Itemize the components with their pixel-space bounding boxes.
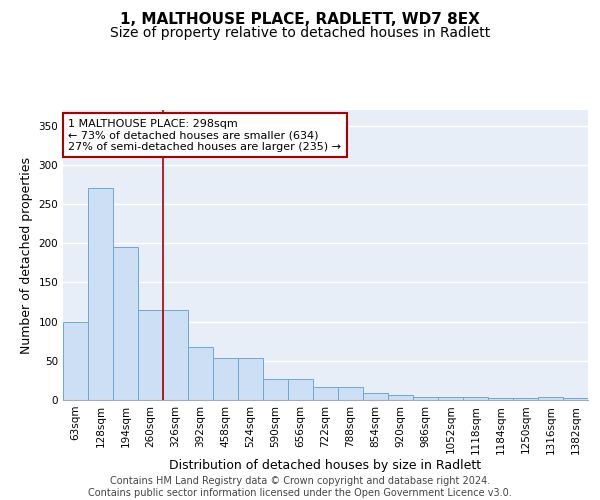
Bar xyxy=(88,188,113,400)
Y-axis label: Number of detached properties: Number of detached properties xyxy=(20,156,33,354)
Text: Size of property relative to detached houses in Radlett: Size of property relative to detached ho… xyxy=(110,26,490,40)
Text: 1, MALTHOUSE PLACE, RADLETT, WD7 8EX: 1, MALTHOUSE PLACE, RADLETT, WD7 8EX xyxy=(120,12,480,28)
Bar xyxy=(313,388,338,400)
Bar xyxy=(388,394,413,400)
Bar xyxy=(188,346,213,400)
X-axis label: Distribution of detached houses by size in Radlett: Distribution of detached houses by size … xyxy=(169,459,482,472)
Bar xyxy=(363,393,388,400)
Bar xyxy=(513,398,538,400)
Bar xyxy=(163,310,188,400)
Bar xyxy=(213,358,238,400)
Bar xyxy=(463,397,488,400)
Bar xyxy=(238,358,263,400)
Text: Contains HM Land Registry data © Crown copyright and database right 2024.
Contai: Contains HM Land Registry data © Crown c… xyxy=(88,476,512,498)
Bar xyxy=(563,398,588,400)
Bar xyxy=(138,310,163,400)
Bar xyxy=(438,397,463,400)
Bar xyxy=(63,322,88,400)
Bar xyxy=(263,379,288,400)
Bar xyxy=(488,398,513,400)
Bar xyxy=(113,247,138,400)
Bar xyxy=(288,379,313,400)
Bar xyxy=(413,397,438,400)
Bar xyxy=(338,388,363,400)
Text: 1 MALTHOUSE PLACE: 298sqm
← 73% of detached houses are smaller (634)
27% of semi: 1 MALTHOUSE PLACE: 298sqm ← 73% of detac… xyxy=(68,118,341,152)
Bar xyxy=(538,397,563,400)
